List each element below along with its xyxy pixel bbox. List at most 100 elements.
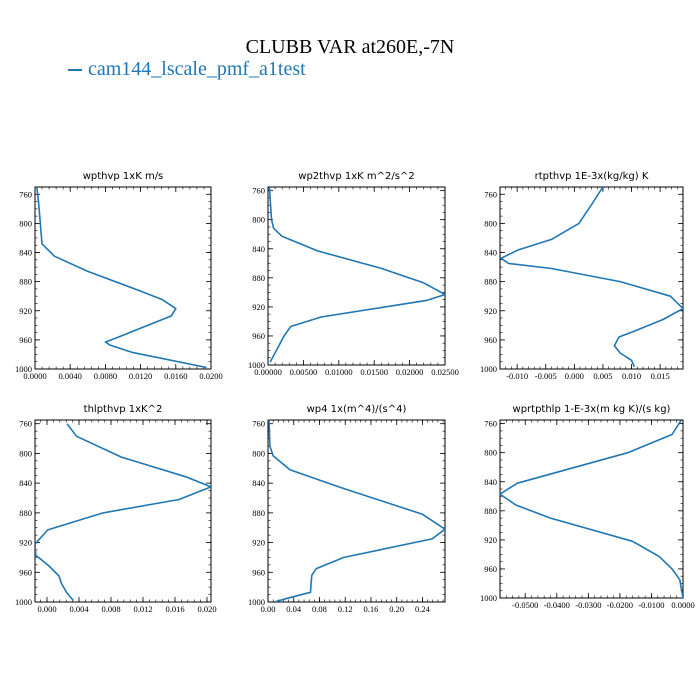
series-line xyxy=(36,187,207,369)
y-tick-label: 880 xyxy=(252,273,265,283)
x-tick-label: 0.0000 xyxy=(23,371,46,381)
y-tick-label: 960 xyxy=(19,335,32,345)
y-tick-label: 1000 xyxy=(15,597,32,607)
y-tick-label: 920 xyxy=(19,306,32,316)
x-tick-label: 0.010 xyxy=(622,371,641,381)
y-tick-label: 800 xyxy=(484,448,497,458)
series-line xyxy=(268,420,445,602)
y-tick-label: 840 xyxy=(252,478,265,488)
y-tick-label: 960 xyxy=(484,564,497,574)
x-tick-label: 0.00500 xyxy=(290,367,318,377)
panel-title: thlpthvp 1xK^2 xyxy=(84,404,163,415)
y-tick-label: 840 xyxy=(484,477,497,487)
y-tick-label: 960 xyxy=(19,567,32,577)
y-tick-label: 760 xyxy=(484,189,497,199)
x-tick-label: 0.02500 xyxy=(431,367,459,377)
legend: cam144_lscale_pmf_a1test xyxy=(68,58,306,81)
x-tick-label: -0.0100 xyxy=(638,600,664,610)
panel-title: rtpthvp 1E-3x(kg/kg) K xyxy=(535,171,649,182)
panel-title: wp2thvp 1xK m^2/s^2 xyxy=(298,171,414,182)
y-tick-label: 920 xyxy=(19,538,32,548)
x-tick-label: -0.0500 xyxy=(512,600,538,610)
y-tick-label: 760 xyxy=(252,186,265,196)
x-tick-label: 0.000 xyxy=(565,371,584,381)
legend-label: cam144_lscale_pmf_a1test xyxy=(88,58,306,80)
y-tick-label: 880 xyxy=(484,277,497,287)
x-tick-label: 0.005 xyxy=(593,371,612,381)
panel-frame xyxy=(34,186,212,370)
panel-1: wpthvp 1xK m/s 0.0000 0.0040 0.0080 0.0120 0.… xyxy=(15,171,223,381)
y-tick-label: 760 xyxy=(252,419,265,429)
x-tick-label: 0.012 xyxy=(133,604,152,614)
x-tick-label: -0.0300 xyxy=(575,600,601,610)
x-tick-label: 0.015 xyxy=(651,371,670,381)
panel-title: wprtpthlp 1-E-3x(m kg K)/(s kg) xyxy=(513,404,671,415)
y-tick-label: 1000 xyxy=(248,360,265,370)
y-tick-label: 960 xyxy=(252,331,265,341)
x-tick-label: 0.24 xyxy=(415,604,431,614)
y-tick-label: 920 xyxy=(252,302,265,312)
panel-frame xyxy=(34,419,212,603)
y-tick-label: 1000 xyxy=(15,364,32,374)
x-tick-label: 0.08 xyxy=(312,604,327,614)
panel-frame xyxy=(499,186,684,370)
y-tick-label: 800 xyxy=(252,448,265,458)
y-tick-label: 840 xyxy=(19,248,32,258)
y-tick-label: 840 xyxy=(19,478,32,488)
y-tick-label: 960 xyxy=(252,567,265,577)
y-tick-label: 800 xyxy=(484,218,497,228)
series-line xyxy=(35,423,211,602)
y-tick-label: 880 xyxy=(19,508,32,518)
series-line xyxy=(500,187,683,368)
panel-3: rtpthvp 1E-3x(kg/kg) K -0.010 -0.005 0.000 0… xyxy=(480,171,684,381)
series-line xyxy=(268,187,445,363)
y-tick-label: 1000 xyxy=(480,364,497,374)
y-tick-label: 760 xyxy=(19,419,32,429)
y-tick-label: 960 xyxy=(484,335,497,345)
y-tick-label: 840 xyxy=(484,248,497,258)
x-tick-label: 0.004 xyxy=(69,604,89,614)
panel-6: wprtpthlp 1-E-3x(m kg K)/(s kg) -0.0500 -0… xyxy=(480,404,695,610)
x-tick-label: 0.16 xyxy=(364,604,379,614)
x-tick-label: 0.12 xyxy=(338,604,353,614)
y-tick-label: 920 xyxy=(484,306,497,316)
y-tick-label: 1000 xyxy=(480,593,497,603)
panel-title: wp4 1x(m^4)/(s^4) xyxy=(307,404,407,415)
x-tick-label: 0.04 xyxy=(286,604,302,614)
y-tick-label: 1000 xyxy=(248,597,265,607)
panel-title: wpthvp 1xK m/s xyxy=(83,171,164,182)
x-tick-label: 0.000 xyxy=(37,604,56,614)
x-tick-label: 0.02000 xyxy=(396,367,424,377)
y-tick-label: 880 xyxy=(252,508,265,518)
x-tick-label: -0.0400 xyxy=(544,600,570,610)
x-tick-label: -0.010 xyxy=(506,371,528,381)
x-tick-label: 0.0040 xyxy=(59,371,82,381)
y-tick-label: 760 xyxy=(484,419,497,429)
panel-2: wp2thvp 1xK m^2/s^2 0.00000 0.00500 0.01000… xyxy=(248,171,459,377)
x-tick-label: 0.20 xyxy=(389,604,404,614)
y-tick-label: 800 xyxy=(19,448,32,458)
panel-frame xyxy=(267,419,446,603)
x-tick-label: 0.00000 xyxy=(254,367,282,377)
panel-5: wp4 1x(m^4)/(s^4) 0.00 0.04 0.08 0.12 0.16 0.2… xyxy=(248,404,446,614)
panel-frame xyxy=(499,419,684,599)
page-title: CLUBB VAR at260E,-7N xyxy=(245,36,455,58)
x-tick-label: 0.0080 xyxy=(94,371,117,381)
y-tick-label: 880 xyxy=(19,277,32,287)
series-line xyxy=(500,420,683,598)
x-tick-label: 0.00 xyxy=(261,604,276,614)
x-tick-label: -0.005 xyxy=(535,371,557,381)
legend-line-swatch xyxy=(68,69,82,72)
x-tick-label: 0.01000 xyxy=(325,367,353,377)
x-tick-label: 0.020 xyxy=(197,604,216,614)
y-tick-label: 920 xyxy=(484,535,497,545)
x-tick-label: 0.0120 xyxy=(129,371,152,381)
y-tick-label: 920 xyxy=(252,538,265,548)
y-tick-label: 800 xyxy=(19,218,32,228)
x-tick-label: 0.01500 xyxy=(360,367,388,377)
panel-frame xyxy=(267,186,446,366)
y-tick-label: 800 xyxy=(252,215,265,225)
panel-4: thlpthvp 1xK^2 0.000 0.004 0.008 0.012 0.016 0… xyxy=(15,404,217,614)
y-tick-label: 880 xyxy=(484,506,497,516)
